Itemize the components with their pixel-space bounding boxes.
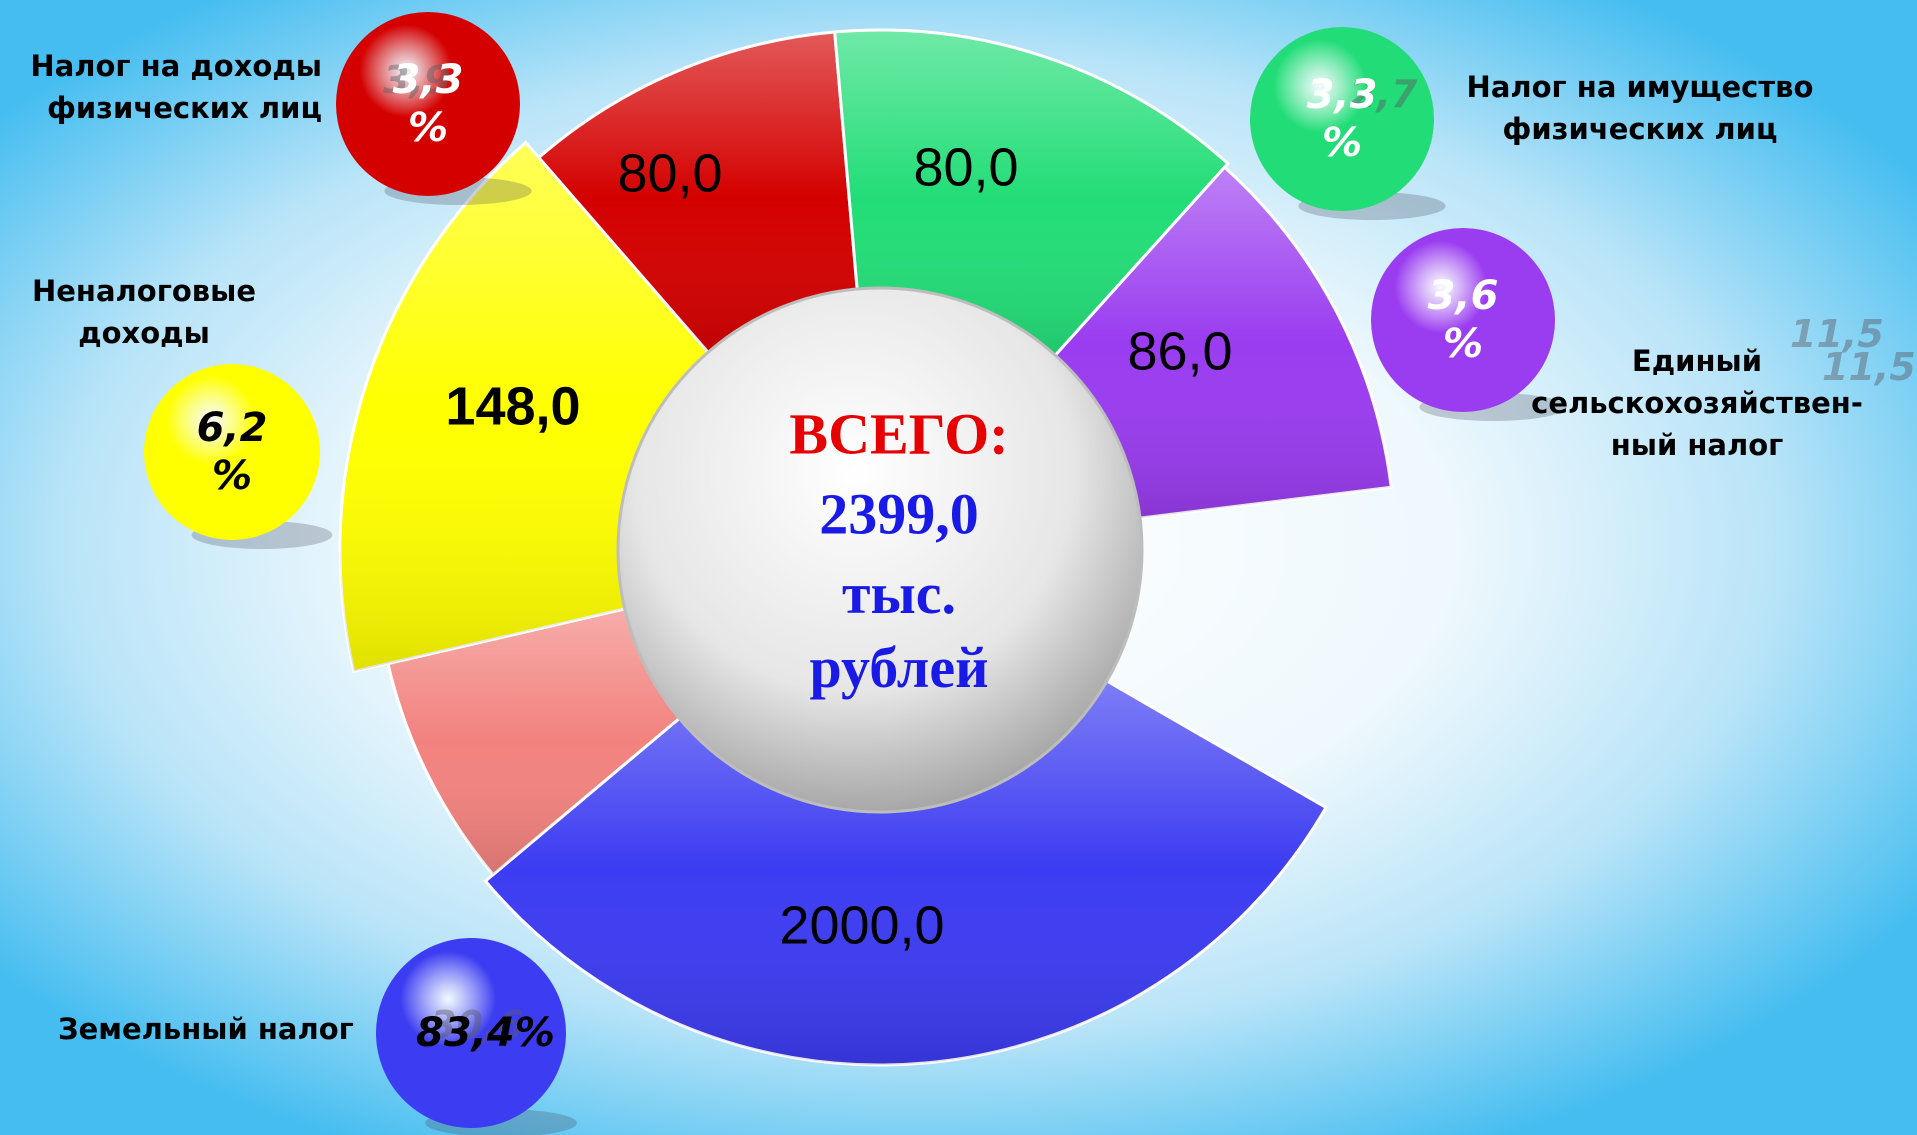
value-label: 80,0 [617, 143, 722, 203]
value-label: 148,0 [445, 376, 580, 436]
category-name: Налог на имущество физических лиц [1440, 66, 1840, 150]
value-label: 80,0 [913, 137, 1018, 197]
category-name: Земельный налог [58, 1008, 438, 1050]
value-label: 86,0 [1127, 321, 1232, 381]
category-name: Неналоговые доходы [4, 270, 284, 354]
value-label: 2000,0 [779, 895, 944, 955]
total: 2399,0 [819, 481, 979, 546]
category-name: Единый сельскохозяйствен-ный налог [1517, 340, 1877, 466]
share-label: 3,3 % [1287, 71, 1397, 167]
share-label: 6,2 % [177, 404, 287, 500]
infographic: ВСЕГО: 2399,0 тыс.рублей 2000,0148,080,0… [0, 0, 1917, 1135]
center-title: ВСЕГО: [789, 401, 1008, 466]
category-name: Налог на доходы физических лиц [0, 45, 322, 129]
share-label: 3,6 % [1408, 272, 1518, 368]
chart: ВСЕГО: 2399,0 тыс.рублей 2000,0148,080,0… [0, 0, 1917, 1135]
share-label: 3,3 % [373, 56, 483, 152]
center-disc [618, 288, 1142, 812]
